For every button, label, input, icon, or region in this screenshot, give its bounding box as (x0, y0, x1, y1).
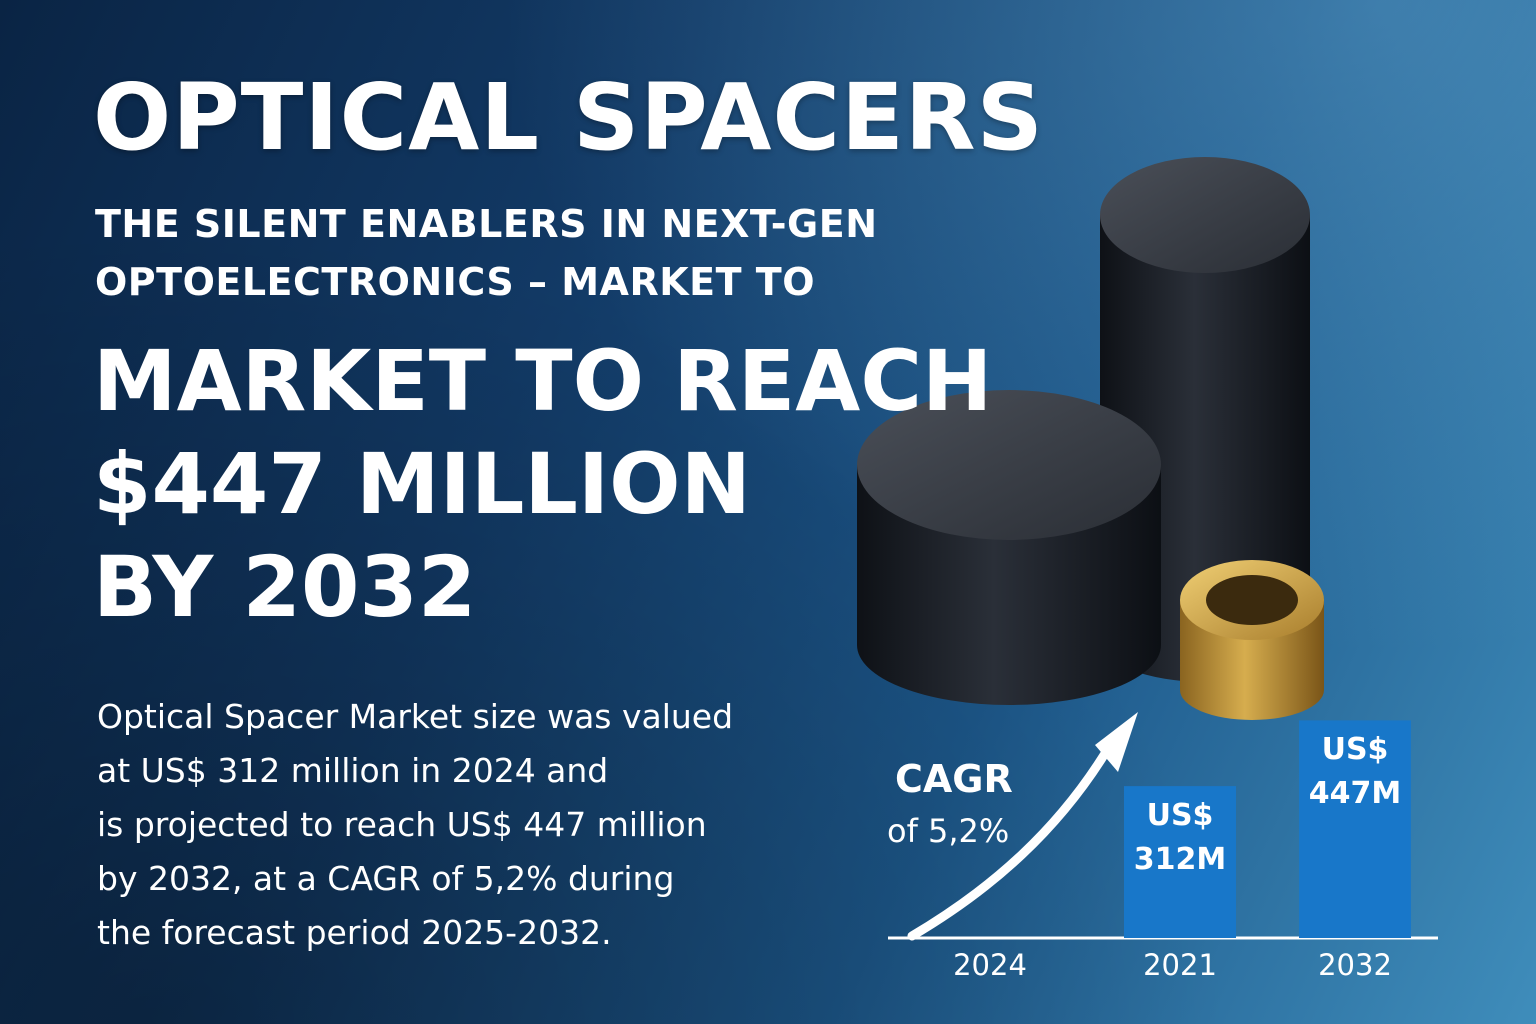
growth-arrow-icon (907, 712, 1138, 941)
x-tick-label: 2021 (1143, 948, 1217, 982)
claim-line: MARKET TO REACH (93, 332, 993, 430)
description-line: Optical Spacer Market size was valued (97, 697, 734, 736)
subtitle: THE SILENT ENABLERS IN NEXT-GEN OPTOELEC… (95, 195, 878, 311)
cagr-value: of 5,2% (887, 812, 1010, 850)
main-title: OPTICAL SPACERS (93, 64, 1044, 171)
bar-label-currency: US$ (1146, 798, 1214, 834)
x-tick-label: 2032 (1318, 948, 1392, 982)
market-description: Optical Spacer Market size was valued at… (97, 690, 817, 960)
gold-ring-spacer-icon (1180, 560, 1324, 720)
description-line: is projected to reach US$ 447 million (97, 805, 707, 844)
claim-line: $447 MILLION (93, 435, 751, 533)
bar-value-label: US$ 312M (1124, 794, 1236, 882)
subtitle-line: OPTOELECTRONICS – MARKET TO (95, 260, 816, 304)
bar-label-currency: US$ (1321, 732, 1389, 768)
description-line: the forecast period 2025-2032. (97, 913, 612, 952)
bar-value-label: US$ 447M (1299, 728, 1411, 816)
short-spacer-icon (857, 390, 1161, 705)
bar-2021 (1124, 786, 1236, 938)
bar-label-amount: 447M (1308, 776, 1402, 812)
market-claim: MARKET TO REACH $447 MILLION BY 2032 (93, 330, 992, 639)
market-bar-chart (888, 712, 1438, 941)
bar-2032 (1299, 720, 1411, 938)
description-line: at US$ 312 million in 2024 and (97, 751, 609, 790)
subtitle-line: THE SILENT ENABLERS IN NEXT-GEN (95, 202, 878, 246)
claim-line: BY 2032 (93, 538, 477, 636)
cagr-label: CAGR (895, 757, 1013, 801)
description-line: by 2032, at a CAGR of 5,2% during (97, 859, 675, 898)
bar-label-amount: 312M (1133, 842, 1227, 878)
x-tick-label: 2024 (953, 948, 1027, 982)
